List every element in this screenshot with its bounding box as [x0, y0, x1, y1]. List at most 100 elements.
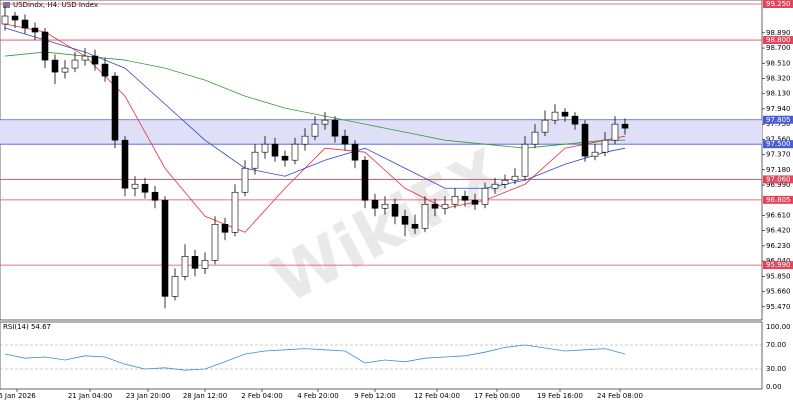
candle-body: [221, 223, 229, 233]
candle-body: [481, 187, 489, 205]
x-tick-label: 21 Jan 04:00: [68, 392, 112, 400]
candle-body: [541, 119, 549, 133]
ma-line: [4, 23, 626, 233]
level-tag: [763, 175, 793, 184]
candle-body: [291, 143, 299, 161]
candle-body: [111, 75, 119, 141]
x-tick-label: 9 Feb 12:00: [354, 392, 395, 400]
rsi-tick-label: 30.00: [766, 365, 786, 373]
candle-body: [581, 123, 589, 157]
level-tag: [763, 0, 793, 9]
candle-body: [371, 199, 379, 209]
candle-body: [321, 119, 329, 125]
rsi-line: [4, 344, 626, 371]
y-tick-label: 98.890: [766, 29, 791, 37]
candle-body: [141, 183, 149, 193]
y-tick-label: 97.180: [766, 166, 791, 174]
candle-body: [551, 111, 559, 121]
y-tick-label: 96.610: [766, 211, 791, 219]
y-tick-label: 95.660: [766, 288, 791, 296]
candle-body: [41, 31, 49, 61]
candle-body: [351, 143, 359, 161]
y-tick-label: 96.990: [766, 181, 791, 189]
ma-line: [4, 27, 626, 189]
candle-body: [91, 55, 99, 65]
candle-body: [191, 256, 199, 269]
candle-body: [131, 183, 139, 189]
candle-body: [251, 151, 259, 169]
rsi-tick-label: 100.00: [766, 323, 791, 331]
candle-body: [261, 143, 269, 153]
level-tag: [763, 36, 793, 45]
level-label: 96.805: [766, 196, 791, 204]
candle-body: [421, 203, 429, 229]
x-tick-label: 17 Feb 00:00: [474, 392, 520, 400]
level-label: 98.800: [766, 36, 791, 44]
candle-body: [11, 15, 19, 21]
candle-body: [501, 179, 509, 185]
candle-body: [611, 123, 619, 141]
x-tick-label: 6 Jan 2026: [0, 392, 36, 400]
level-label: 99.250: [766, 0, 791, 8]
level-label: 95.990: [766, 261, 791, 269]
candle-body: [341, 135, 349, 145]
candle-body: [61, 67, 69, 73]
candle-body: [391, 203, 399, 217]
y-tick-label: 97.560: [766, 135, 791, 143]
candle-body: [451, 195, 459, 205]
rsi-title: RSI(14) 54.67: [3, 323, 51, 331]
rsi-panel: [0, 321, 763, 390]
candle-body: [441, 203, 449, 209]
candle-body: [401, 215, 409, 225]
x-tick-label: 28 Jan 12:00: [183, 392, 227, 400]
y-tick-label: 96.420: [766, 227, 791, 235]
candle-body: [561, 111, 569, 117]
level-label: 97.500: [766, 140, 791, 148]
candle-body: [601, 139, 609, 153]
candle-body: [591, 151, 599, 157]
y-tick-label: 96.230: [766, 242, 791, 250]
y-tick-label: 97.940: [766, 105, 791, 113]
candle-body: [71, 59, 79, 69]
candle-body: [531, 131, 539, 145]
candle-body: [271, 143, 279, 157]
watermark: WikiFX: [261, 136, 517, 319]
y-tick-label: 95.850: [766, 272, 791, 280]
y-tick-label: 98.510: [766, 59, 791, 67]
candle-body: [281, 155, 289, 161]
candle-body: [411, 223, 419, 229]
candle-body: [241, 167, 249, 193]
candle-body: [181, 256, 189, 277]
candle-body: [301, 135, 309, 145]
candle-body: [361, 159, 369, 201]
candle-body: [471, 199, 479, 205]
level-tag: [763, 261, 793, 270]
candle-body: [21, 19, 29, 29]
x-tick-label: 4 Feb 20:00: [297, 392, 338, 400]
candle-body: [31, 27, 39, 33]
level-label: 97.805: [766, 116, 791, 124]
candle-body: [161, 199, 169, 297]
symbol-icon: [3, 2, 10, 8]
candle-body: [231, 191, 239, 233]
rsi-tick-label: 70.00: [766, 341, 786, 349]
candle-body: [81, 55, 89, 61]
candle-body: [201, 260, 209, 269]
x-tick-label: 23 Jan 20:00: [126, 392, 170, 400]
candle-body: [51, 59, 59, 73]
candle-body: [521, 143, 529, 177]
x-tick-label: 12 Feb 04:00: [414, 392, 460, 400]
chart-title: USDindx, H4: USD Index: [13, 1, 98, 9]
candle-body: [491, 183, 499, 189]
candle-body: [171, 276, 179, 297]
x-tick-label: 24 Feb 08:00: [597, 392, 643, 400]
candle-body: [511, 175, 519, 181]
candle-body: [101, 63, 109, 77]
candle-body: [311, 123, 319, 137]
level-tag: [763, 115, 793, 124]
candle-body: [1, 15, 9, 25]
main-panel: [0, 0, 763, 321]
candle-body: [381, 203, 389, 209]
level-tag: [763, 195, 793, 204]
